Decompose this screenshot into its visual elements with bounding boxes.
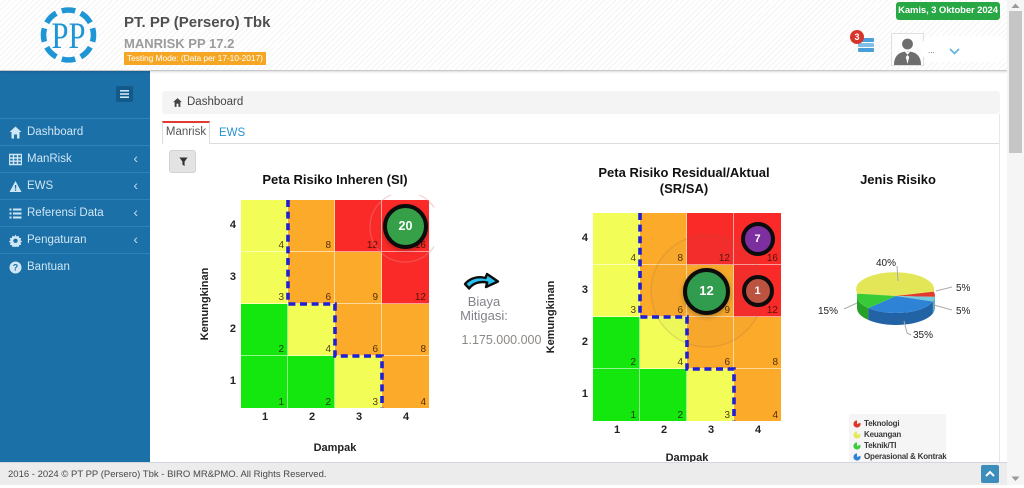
svg-text:PP: PP (52, 16, 86, 57)
svg-text:?: ? (13, 263, 19, 273)
